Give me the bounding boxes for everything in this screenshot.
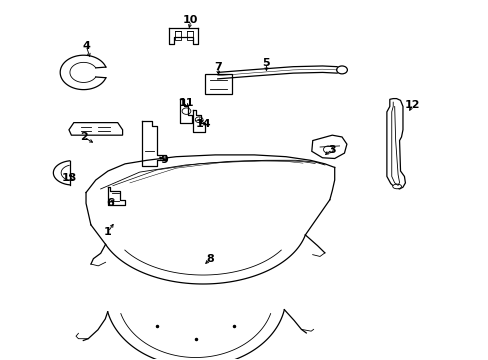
Text: 13: 13 <box>61 173 77 183</box>
Text: 14: 14 <box>195 120 210 129</box>
Circle shape <box>182 108 190 114</box>
Text: 7: 7 <box>213 62 221 72</box>
Circle shape <box>195 117 203 123</box>
Text: 5: 5 <box>262 58 270 68</box>
Text: 9: 9 <box>160 155 168 165</box>
Text: 11: 11 <box>178 98 193 108</box>
Text: 3: 3 <box>328 144 335 154</box>
Circle shape <box>323 146 332 153</box>
Text: 2: 2 <box>80 132 87 142</box>
Ellipse shape <box>336 66 346 74</box>
Polygon shape <box>69 123 122 135</box>
Text: 4: 4 <box>82 41 90 50</box>
Polygon shape <box>386 99 405 189</box>
Text: 1: 1 <box>104 227 112 237</box>
Text: 8: 8 <box>206 254 214 264</box>
Text: 10: 10 <box>183 15 198 26</box>
Text: 6: 6 <box>106 198 114 208</box>
Bar <box>205 74 232 94</box>
Text: 12: 12 <box>404 100 420 110</box>
Ellipse shape <box>392 184 401 189</box>
Polygon shape <box>311 135 346 158</box>
